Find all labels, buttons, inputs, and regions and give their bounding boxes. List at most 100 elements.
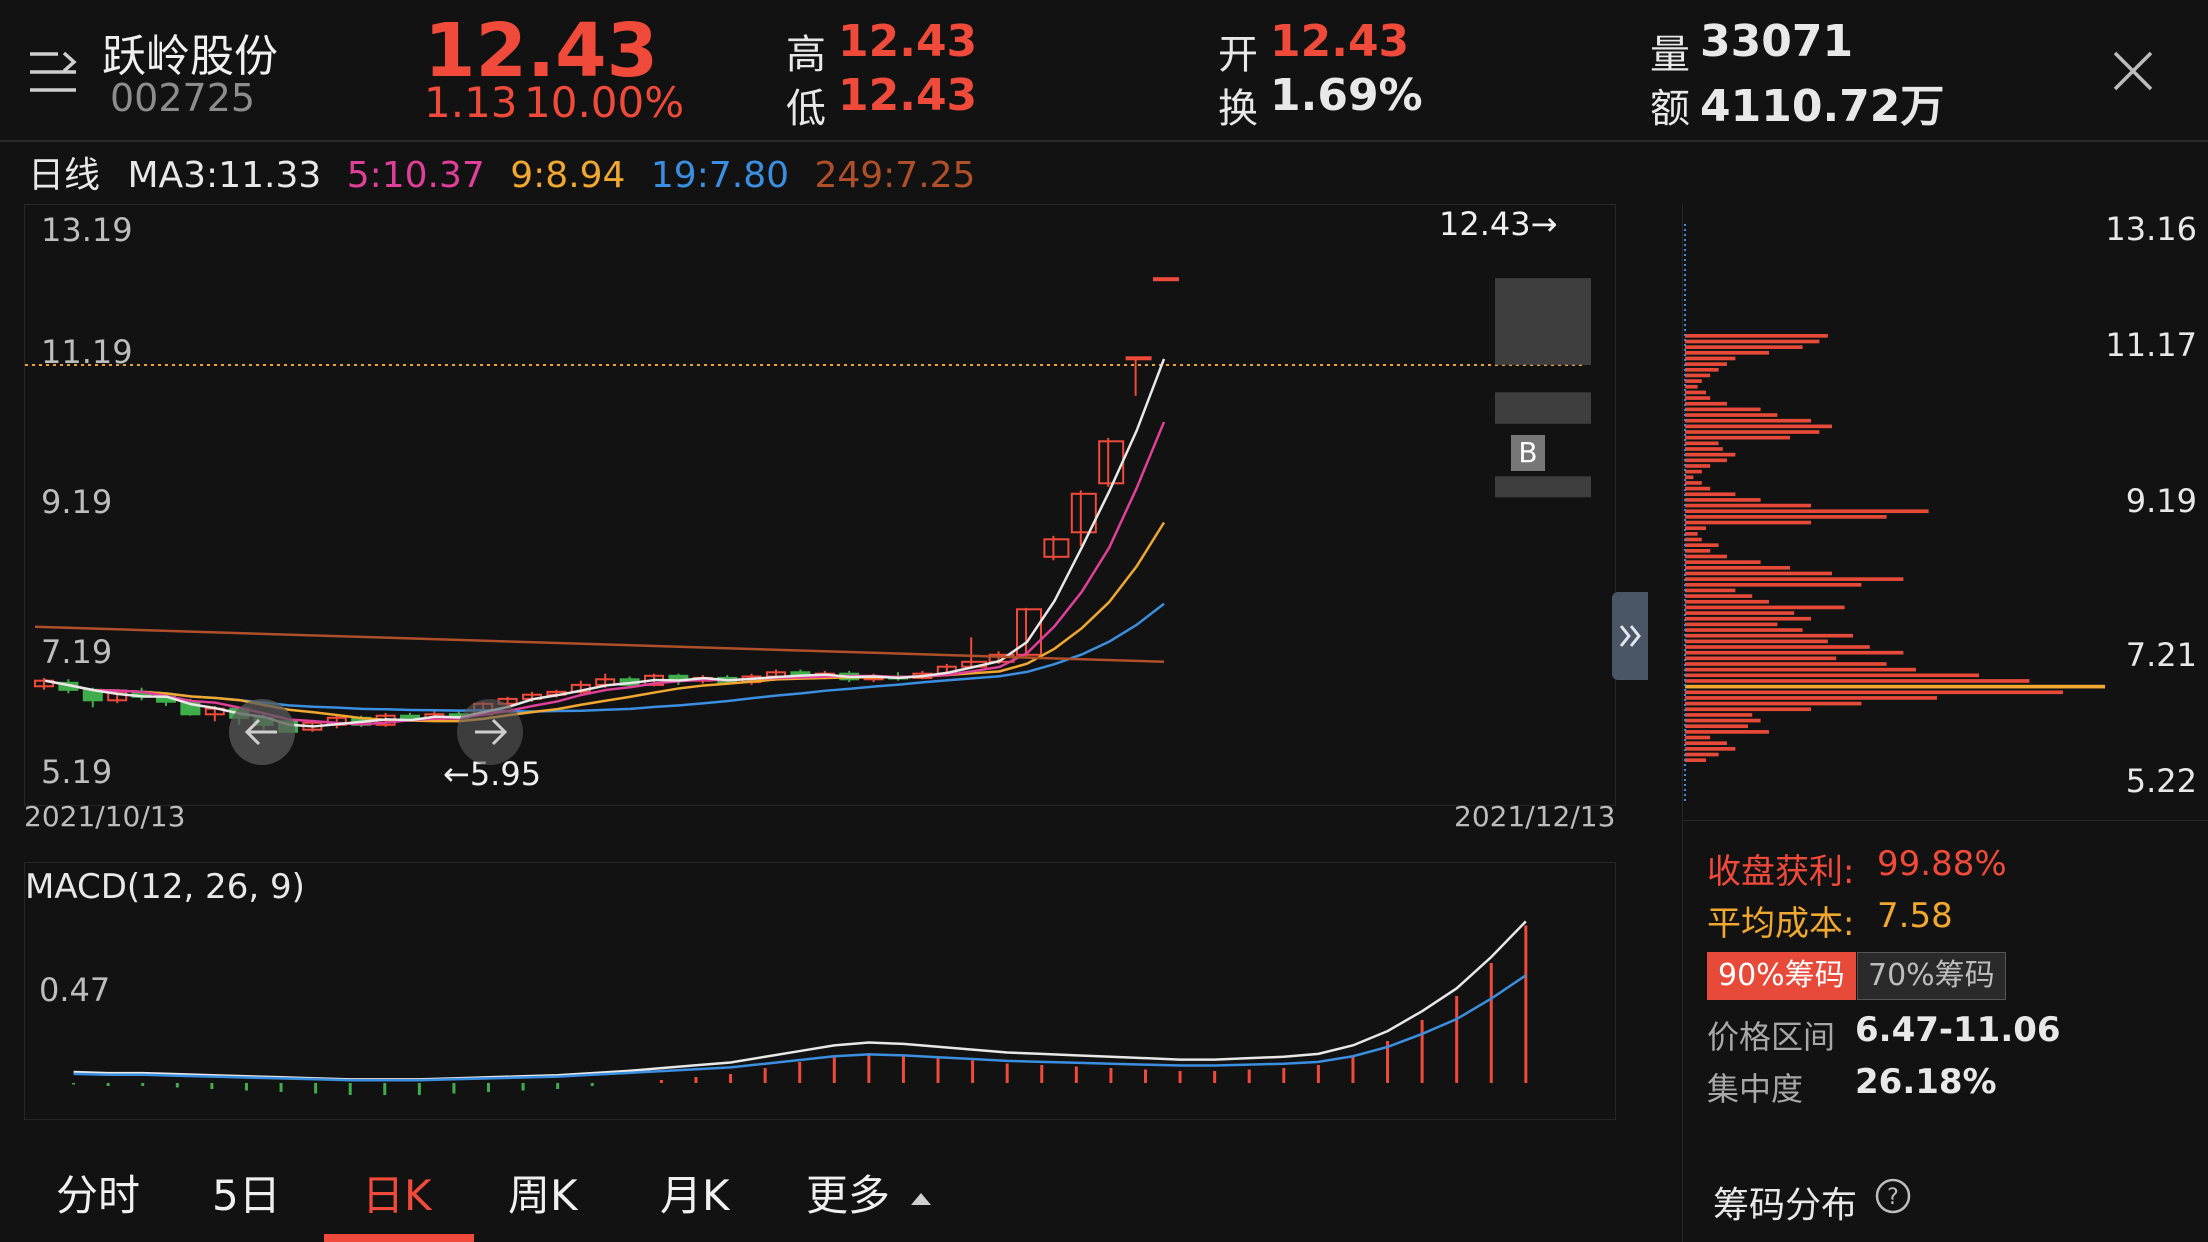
- chip-bar: [1685, 543, 1719, 547]
- chip-bar: [1685, 362, 1727, 366]
- date-end: 2021/12/13: [1454, 800, 1616, 833]
- macd-svg: [72, 920, 1528, 1095]
- candle-body: [34, 679, 54, 688]
- menu-lines-icon[interactable]: [28, 50, 78, 94]
- ma19-value: 19:7.80: [650, 155, 789, 196]
- chip-bar: [1685, 701, 1862, 706]
- price-tick-3: 7.19: [41, 633, 113, 671]
- chip-bar: [1685, 486, 1711, 491]
- chip-bar: [1685, 667, 1916, 672]
- chip-bar: [1685, 724, 1748, 729]
- chip-bar: [1685, 356, 1736, 361]
- chip-bar: [1685, 469, 1702, 474]
- candle-body: [1153, 277, 1179, 282]
- chip-tick-4: 5.22: [2125, 762, 2197, 800]
- chip-bar: [1685, 345, 1803, 349]
- chip-bar: [1685, 407, 1761, 412]
- current-price: 12.43: [424, 8, 659, 94]
- chip-bar: [1685, 481, 1702, 485]
- turnover-label: 换: [1218, 86, 1258, 132]
- tab-day-k[interactable]: 日K: [362, 1171, 432, 1220]
- chip-bar: [1685, 509, 1929, 514]
- tab-active-underline: [324, 1234, 474, 1242]
- chip-bar: [1685, 492, 1736, 497]
- ma5-line: [44, 421, 1166, 726]
- ma249-line: [34, 625, 1165, 664]
- ma249-value: 249:7.25: [814, 155, 976, 196]
- chip-bar: [1685, 577, 1904, 581]
- macd-tick: 0.47: [39, 971, 111, 1009]
- close-x-icon[interactable]: [2112, 50, 2154, 92]
- tab-fenshi[interactable]: 分时: [56, 1171, 141, 1220]
- tab-more[interactable]: 更多: [806, 1162, 932, 1223]
- caret-up-icon: [911, 1192, 932, 1205]
- scroll-right-icon[interactable]: [457, 699, 523, 765]
- ma9-value: 9:8.94: [510, 155, 626, 196]
- chip-bar: [1685, 452, 1736, 457]
- chip-tick-3: 7.21: [2125, 636, 2197, 674]
- chip-bar: [1685, 526, 1706, 531]
- chip-bar: [1685, 758, 1706, 762]
- chip-bar: [1685, 730, 1769, 734]
- tab-90-chips[interactable]: 90%筹码: [1707, 952, 1856, 1000]
- chip-bar: [1685, 498, 1761, 502]
- chip-tick-1: 11.17: [2105, 326, 2197, 364]
- open-value: 12.43: [1270, 16, 1410, 67]
- chip-bar: [1685, 413, 1778, 417]
- chip-bar: [1685, 441, 1719, 446]
- turnover-value: 1.69%: [1270, 70, 1423, 121]
- chip-bar: [1685, 628, 1803, 632]
- chip-bar: [1685, 549, 1711, 553]
- b-badge[interactable]: B: [1511, 435, 1545, 471]
- chip-bar: [1685, 339, 1820, 344]
- tab-week-k[interactable]: 周K: [508, 1171, 578, 1220]
- tab-month-k[interactable]: 月K: [660, 1171, 730, 1220]
- date-start: 2021/10/13: [24, 800, 186, 833]
- high-marker: 12.43→: [1439, 205, 1558, 243]
- chip-tick-0: 13.16: [2105, 210, 2197, 248]
- open-label: 开: [1218, 32, 1258, 78]
- chip-bar: [1685, 611, 1795, 615]
- amount-value: 4110.72万: [1700, 81, 1945, 132]
- profit-value: 99.88%: [1877, 844, 2007, 884]
- period-label: 日线: [28, 155, 101, 196]
- chip-bar: [1685, 605, 1845, 610]
- chip-bar: [1685, 741, 1727, 746]
- chip-bar: [1685, 373, 1711, 378]
- chip-bar: [1685, 334, 1828, 338]
- chip-bar: [1685, 645, 1870, 649]
- chip-bar: [1685, 582, 1862, 587]
- kline-chart[interactable]: 13.19 11.19 9.19 7.19 5.19 12.43→ ←5.95 …: [24, 204, 1616, 806]
- ma3-line: [44, 358, 1166, 728]
- macd-chart[interactable]: MACD(12, 26, 9) 0.47: [24, 862, 1616, 1120]
- macd-dif-line: [73, 920, 1527, 1081]
- chip-bar: [1685, 447, 1723, 451]
- scroll-left-icon[interactable]: [229, 699, 295, 765]
- chip-bar: [1685, 367, 1719, 372]
- chip-bar: [1685, 662, 1887, 666]
- low-label: 低: [786, 86, 826, 132]
- chip-bar: [1685, 424, 1832, 429]
- pressure-zone: [1495, 392, 1591, 424]
- chip-bar: [1685, 435, 1790, 440]
- tab-70-chips[interactable]: 70%筹码: [1857, 952, 2006, 1000]
- high-label: 高: [786, 32, 826, 78]
- volume-label: 量: [1650, 32, 1690, 78]
- tab-5day[interactable]: 5日: [212, 1171, 281, 1220]
- question-circle-icon[interactable]: ?: [1875, 1178, 1911, 1214]
- price-tick-1: 11.19: [41, 333, 133, 371]
- chip-bar: [1685, 430, 1820, 434]
- expand-panel-icon[interactable]: [1612, 592, 1648, 680]
- low-value: 12.43: [838, 70, 978, 121]
- chip-bar: [1685, 532, 1698, 536]
- high-value: 12.43: [838, 16, 978, 67]
- chip-bar: [1685, 565, 1790, 570]
- range-value: 6.47-11.06: [1855, 1010, 2061, 1050]
- range-label: 价格区间: [1707, 1018, 1836, 1056]
- chip-bar: [1685, 554, 1727, 559]
- chip-bar: [1685, 458, 1727, 463]
- chip-bar: [1685, 520, 1811, 525]
- chip-chart-area[interactable]: 13.16 11.17 9.19 7.21 5.22: [1683, 204, 2208, 821]
- macd-dea-line: [73, 974, 1527, 1082]
- svg-text:?: ?: [1887, 1185, 1899, 1210]
